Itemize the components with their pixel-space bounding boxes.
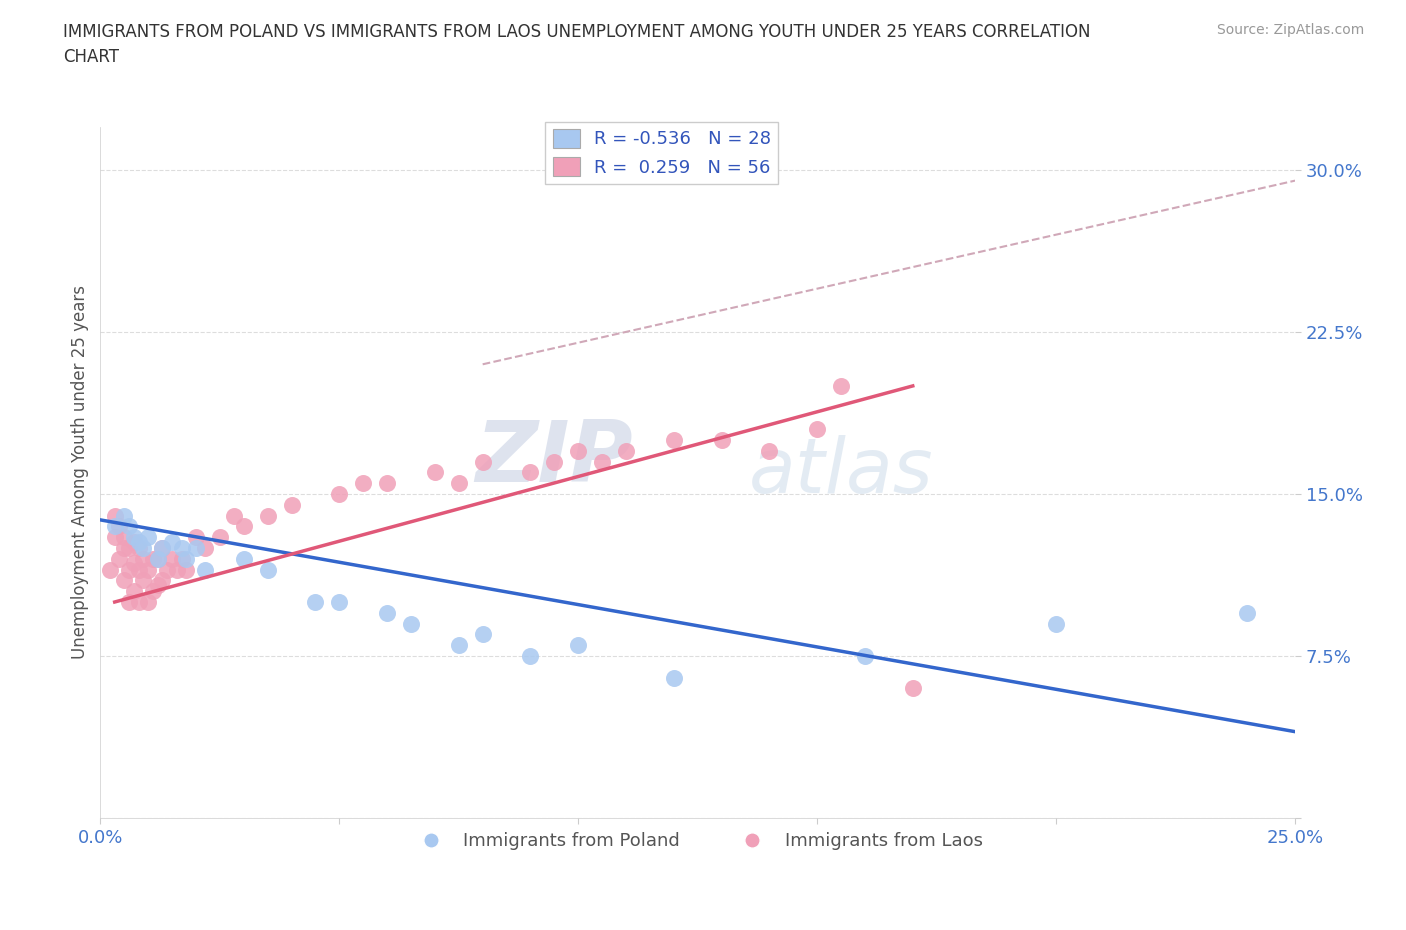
Point [176,551,198,566]
Point [1236,605,1258,620]
Point [98,562,121,577]
Point [614,444,637,458]
Point [901,681,924,696]
Point [176,562,198,577]
Point [662,671,685,685]
Text: IMMIGRANTS FROM POLAND VS IMMIGRANTS FROM LAOS UNEMPLOYMENT AMONG YOUTH UNDER 25: IMMIGRANTS FROM POLAND VS IMMIGRANTS FRO… [63,23,1091,66]
Point [118,594,141,609]
Point [471,454,494,469]
Point [170,551,193,566]
Point [112,530,135,545]
Point [128,562,150,577]
Point [304,594,326,609]
Point [328,486,350,501]
Point [122,584,145,599]
Point [118,519,141,534]
Point [112,508,135,523]
Point [1045,617,1067,631]
Point [328,594,350,609]
Point [352,476,374,491]
Point [118,540,141,555]
Point [136,594,159,609]
Point [232,551,254,566]
Point [104,530,127,545]
Point [104,508,127,523]
Point [591,454,613,469]
Point [853,648,876,663]
Point [128,594,150,609]
Point [108,551,131,566]
Point [132,573,155,588]
Point [194,562,217,577]
Point [146,551,169,566]
Point [104,519,127,534]
Point [662,432,685,447]
Point [567,444,589,458]
Point [806,421,828,436]
Point [447,476,470,491]
Point [122,555,145,570]
Point [423,465,446,480]
Text: Source: ZipAtlas.com: Source: ZipAtlas.com [1216,23,1364,37]
Point [710,432,733,447]
Point [128,540,150,555]
Point [122,534,145,549]
Point [170,540,193,555]
Point [543,454,565,469]
Point [156,562,179,577]
Point [280,498,302,512]
Point [136,562,159,577]
Point [830,379,852,393]
Point [128,534,150,549]
Point [142,584,165,599]
Point [152,540,174,555]
Point [399,617,422,631]
Point [447,638,470,653]
Point [142,551,165,566]
Point [166,562,188,577]
Point [184,530,207,545]
Point [194,540,217,555]
Point [146,551,169,566]
Point [152,540,174,555]
Point [152,573,174,588]
Point [132,540,155,555]
Legend: Immigrants from Poland, Immigrants from Laos: Immigrants from Poland, Immigrants from … [405,825,990,857]
Point [471,627,494,642]
Point [256,508,278,523]
Point [375,605,398,620]
Text: atlas: atlas [749,435,934,510]
Point [160,534,183,549]
Point [519,465,541,480]
Y-axis label: Unemployment Among Youth under 25 years: Unemployment Among Youth under 25 years [72,286,89,659]
Point [208,530,231,545]
Point [256,562,278,577]
Point [232,519,254,534]
Point [375,476,398,491]
Point [136,530,159,545]
Point [132,551,155,566]
Point [567,638,589,653]
Text: ZIP: ZIP [475,417,633,500]
Point [112,540,135,555]
Point [160,551,183,566]
Point [224,508,246,523]
Point [146,578,169,592]
Point [184,540,207,555]
Point [118,562,141,577]
Point [108,519,131,534]
Point [758,444,780,458]
Point [519,648,541,663]
Point [122,530,145,545]
Point [112,573,135,588]
